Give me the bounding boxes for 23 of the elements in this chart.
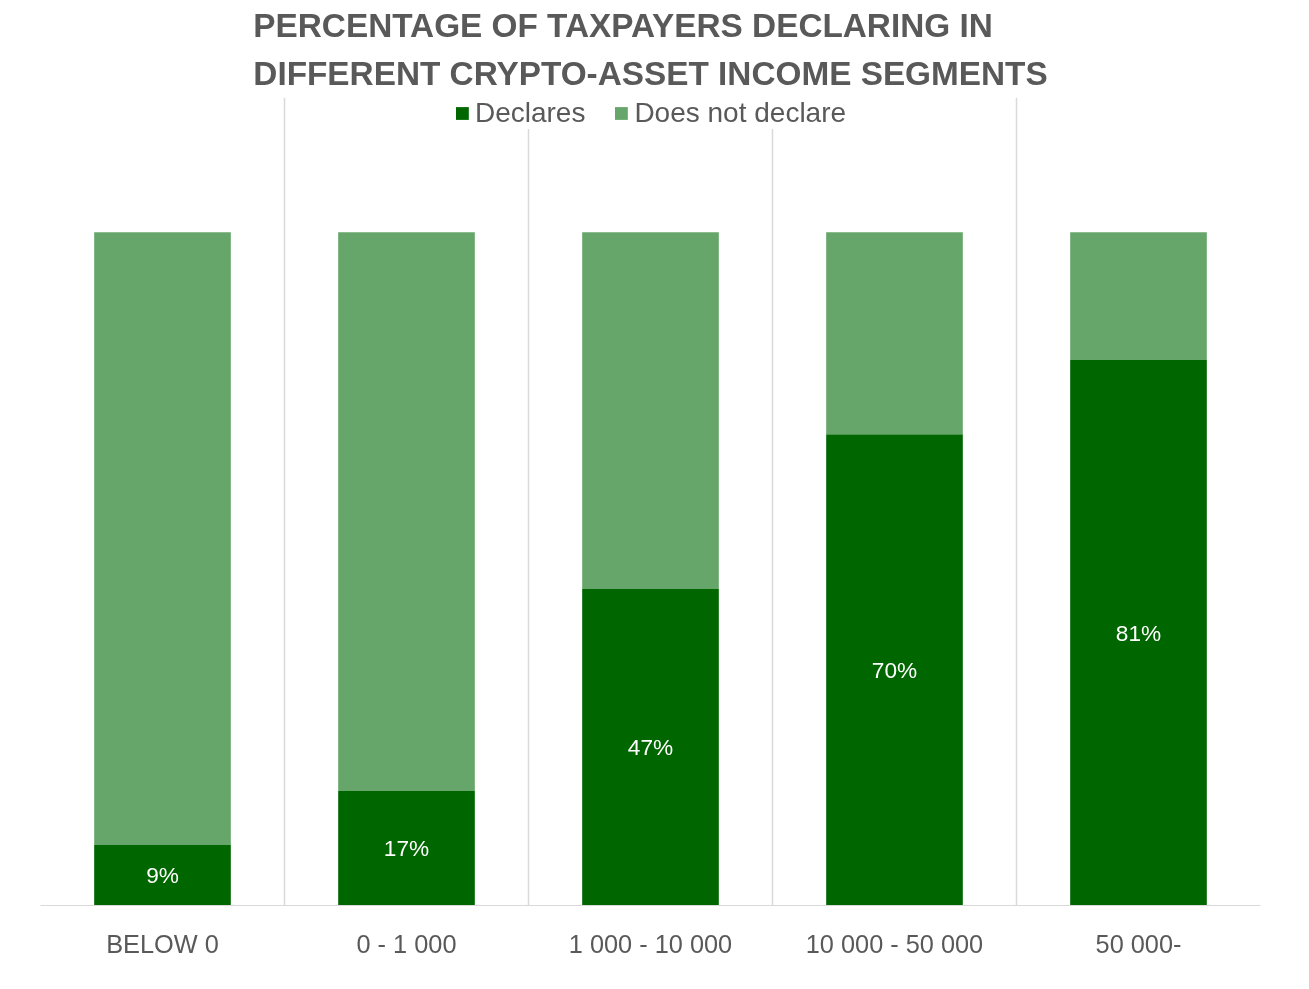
legend-label: Declares (474, 97, 586, 129)
data-label: 17% (383, 835, 430, 862)
bar (338, 232, 475, 792)
x-tick-label: 1 000 - 10 000 (568, 929, 733, 958)
bar (1070, 232, 1207, 361)
x-tick-label: 0 - 1 000 (356, 929, 457, 958)
bar (1070, 360, 1207, 906)
data-label: 70% (871, 656, 918, 683)
x-tick-label: 10 000 - 50 000 (805, 929, 984, 958)
legend-label: Does not declare (634, 97, 847, 129)
bar (826, 232, 963, 435)
chart-title: PERCENTAGE OF TAXPAYERS DECLARING IN DIFFERENT CRYPTO-ASSET INCOME SEGMENTS (253, 7, 1048, 93)
bar (582, 589, 719, 906)
data-label: 47% (627, 734, 674, 761)
bar (582, 232, 719, 590)
x-tick-label: BELOW 0 (106, 929, 219, 958)
bar (94, 844, 231, 906)
x-tick-label: 50 000- (1095, 929, 1182, 958)
bar (826, 434, 963, 906)
bar (338, 791, 475, 906)
data-label: 9% (146, 862, 179, 889)
bar (94, 232, 231, 845)
data-label: 81% (1115, 619, 1162, 646)
